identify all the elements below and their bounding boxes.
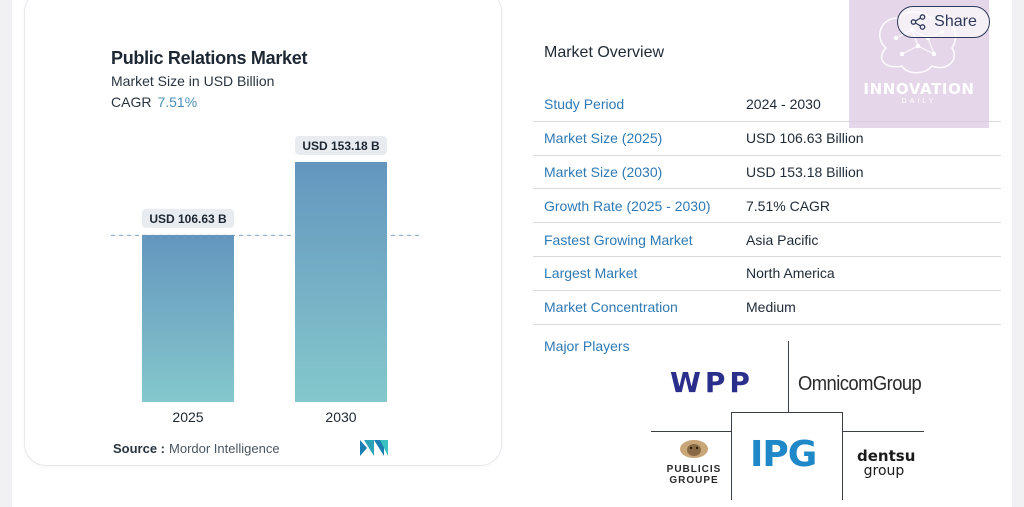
data-label: USD 106.63 B xyxy=(149,212,227,226)
cagr-value: 7.51% xyxy=(157,94,198,110)
mordor-intelligence-logo xyxy=(360,440,388,456)
share-icon xyxy=(910,14,926,30)
market-overview-table: Study Period 2024 - 2030 Market Size (2025… xyxy=(533,88,1001,325)
grid-divider xyxy=(651,431,732,432)
share-button[interactable]: Share xyxy=(897,6,990,38)
bar-2025 xyxy=(142,234,234,402)
overview-value: North America xyxy=(746,265,835,282)
publicis-groupe-logo: PUBLICIS GROUPE xyxy=(664,437,724,486)
grid-divider xyxy=(842,431,924,432)
share-label: Share xyxy=(934,13,977,30)
overview-key: Largest Market xyxy=(544,265,638,282)
grid-divider xyxy=(788,341,789,413)
publicis-line2: GROUPE xyxy=(669,475,719,486)
overview-row: Study Period 2024 - 2030 xyxy=(533,88,1001,122)
overview-key: Study Period xyxy=(544,96,625,113)
bar-chart: USD 106.63 B 2025 USD 153.18 B 2030 xyxy=(111,136,420,425)
ipg-logo: IPG xyxy=(750,434,817,475)
grid-divider xyxy=(731,412,843,413)
overview-row: Largest Market North America xyxy=(533,257,1001,291)
data-label-bg xyxy=(295,136,387,155)
data-label-bg xyxy=(142,208,234,228)
overview-value: Asia Pacific xyxy=(746,231,819,248)
overview-value: Medium xyxy=(746,299,796,316)
publicis-line1: PUBLICIS xyxy=(666,464,722,475)
omnicom-group-logo: OmnicomGroup xyxy=(798,373,922,395)
dentsu-line1: dentsu xyxy=(857,447,916,465)
overview-row: Market Size (2025) USD 106.63 Billion xyxy=(533,122,1001,156)
cagr-label: CAGR xyxy=(111,94,152,110)
overview-row: Fastest Growing Market Asia Pacific xyxy=(533,223,1001,257)
publicis-lion-icon xyxy=(680,440,708,458)
overview-key: Fastest Growing Market xyxy=(544,231,693,248)
market-overview-title: Market Overview xyxy=(544,44,665,61)
overview-key: Market Concentration xyxy=(544,299,678,316)
grid-divider xyxy=(731,412,732,500)
x-tick-label: 2030 xyxy=(325,409,356,425)
dentsu-group-logo: dentsu group xyxy=(857,447,916,479)
chart-subtitle: Market Size in USD Billion xyxy=(111,73,275,89)
overview-key: Market Size (2025) xyxy=(544,130,663,147)
chart-title: Public Relations Market xyxy=(111,48,308,68)
overview-key: Market Size (2030) xyxy=(544,163,663,180)
watermark-sub: DAILY xyxy=(901,98,937,105)
overview-key: Growth Rate (2025 - 2030) xyxy=(544,197,711,214)
watermark-name: INNOVATION xyxy=(863,80,975,98)
overview-value: 7.51% CAGR xyxy=(746,197,831,214)
overview-row: Market Concentration Medium xyxy=(533,291,1001,325)
overview-row: Market Size (2030) USD 153.18 Billion xyxy=(533,156,1001,190)
overview-value: USD 153.18 Billion xyxy=(746,163,864,180)
source-label: Source : xyxy=(113,441,166,456)
bar-2030 xyxy=(295,162,387,402)
overview-value: USD 106.63 Billion xyxy=(746,130,864,147)
x-tick-label: 2025 xyxy=(172,409,203,425)
chart-source: Source : Mordor Intelligence xyxy=(113,441,280,456)
data-label: USD 153.18 B xyxy=(302,139,380,153)
cagr-line: CAGR 7.51% xyxy=(111,94,197,110)
major-players-label: Major Players xyxy=(544,338,630,354)
overview-row: Growth Rate (2025 - 2030) 7.51% CAGR xyxy=(533,189,1001,224)
dentsu-line2: group xyxy=(863,463,905,479)
source-value: Mordor Intelligence xyxy=(169,441,280,456)
chart-card xyxy=(24,0,502,466)
wpp-logo: WPP xyxy=(670,366,754,399)
grid-divider xyxy=(842,412,843,500)
overview-value: 2024 - 2030 xyxy=(746,96,821,113)
